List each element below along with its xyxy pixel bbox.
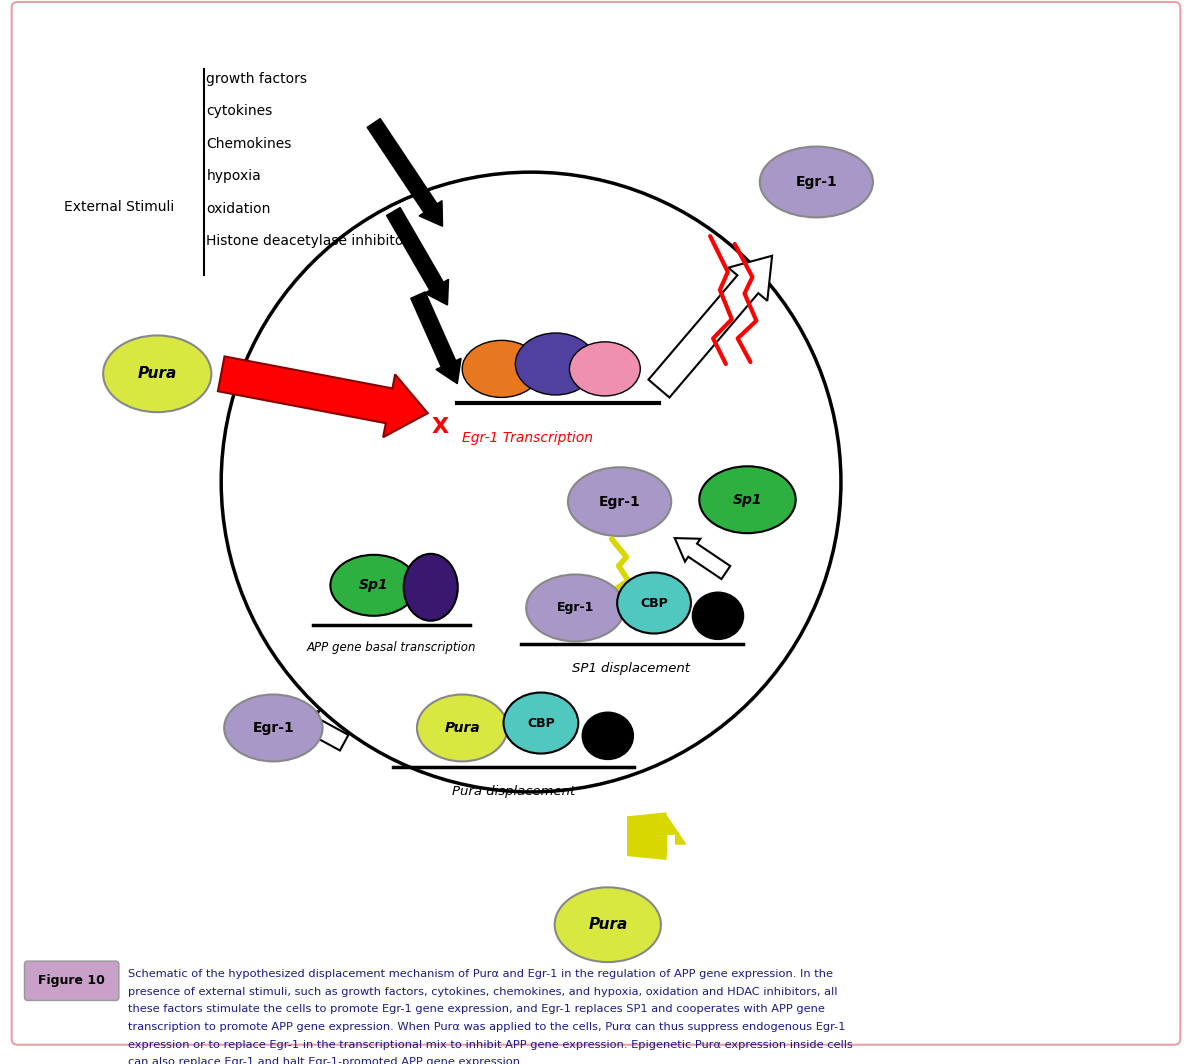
Text: Chemokines: Chemokines [206, 136, 292, 151]
Ellipse shape [224, 695, 323, 762]
Text: cytokines: cytokines [206, 104, 273, 118]
Text: Egr-1: Egr-1 [253, 721, 294, 735]
Text: Pura: Pura [445, 721, 480, 735]
Text: hypoxia: hypoxia [206, 169, 261, 183]
Ellipse shape [759, 147, 873, 217]
Text: Pura: Pura [588, 917, 627, 932]
Text: Egr-1: Egr-1 [795, 174, 837, 189]
Text: CBP: CBP [640, 597, 668, 610]
Text: APP gene basal transcription: APP gene basal transcription [306, 641, 476, 653]
Ellipse shape [617, 572, 691, 633]
Text: Schematic of the hypothesized displacement mechanism of Purα and Egr-1 in the re: Schematic of the hypothesized displaceme… [128, 969, 833, 979]
Ellipse shape [582, 712, 633, 760]
Ellipse shape [693, 593, 744, 639]
Text: oxidation: oxidation [206, 201, 271, 216]
Text: transcription to promote APP gene expression. When Purα was applied to the cells: transcription to promote APP gene expres… [128, 1023, 845, 1032]
Ellipse shape [567, 467, 671, 536]
Text: Figure 10: Figure 10 [38, 975, 105, 987]
FancyArrow shape [290, 711, 348, 750]
Ellipse shape [417, 695, 508, 762]
Circle shape [222, 172, 840, 792]
Ellipse shape [526, 575, 625, 642]
Text: growth factors: growth factors [206, 71, 308, 86]
FancyArrow shape [648, 816, 685, 844]
Ellipse shape [515, 333, 596, 395]
Text: External Stimuli: External Stimuli [64, 200, 174, 214]
Ellipse shape [503, 693, 578, 753]
FancyBboxPatch shape [25, 961, 119, 1000]
Text: expression or to replace Egr-1 in the transcriptional mix to inhibit APP gene ex: expression or to replace Egr-1 in the tr… [128, 1040, 852, 1050]
Text: Sp1: Sp1 [359, 579, 389, 593]
Ellipse shape [554, 887, 660, 962]
Text: Pura displacement: Pura displacement [452, 785, 575, 798]
Text: Histone deacetylase inhibitor: Histone deacetylase inhibitor [206, 234, 410, 248]
Text: Sp1: Sp1 [733, 493, 762, 506]
Text: SP1 displacement: SP1 displacement [572, 663, 690, 676]
Ellipse shape [404, 554, 458, 620]
Text: Egr-1 Transcription: Egr-1 Transcription [462, 431, 594, 445]
Ellipse shape [330, 554, 417, 616]
FancyArrow shape [648, 255, 772, 398]
Text: Pura: Pura [137, 366, 176, 381]
FancyBboxPatch shape [12, 2, 1180, 1045]
FancyArrow shape [386, 207, 448, 305]
Ellipse shape [570, 342, 640, 396]
Text: Egr-1: Egr-1 [557, 601, 594, 614]
Text: X: X [432, 417, 449, 437]
Text: presence of external stimuli, such as growth factors, cytokines, chemokines, and: presence of external stimuli, such as gr… [128, 986, 837, 997]
Text: CBP: CBP [527, 716, 554, 730]
Ellipse shape [462, 340, 541, 398]
Ellipse shape [700, 466, 796, 533]
Text: Egr-1: Egr-1 [598, 495, 640, 509]
Text: can also replace Egr-1 and halt Egr-1-promoted APP gene expression.: can also replace Egr-1 and halt Egr-1-pr… [128, 1058, 523, 1064]
FancyArrow shape [675, 538, 731, 579]
Ellipse shape [104, 335, 211, 412]
FancyArrow shape [411, 292, 461, 384]
FancyArrow shape [367, 118, 442, 227]
FancyArrow shape [218, 356, 428, 437]
Text: these factors stimulate the cells to promote Egr-1 gene expression, and Egr-1 re: these factors stimulate the cells to pro… [128, 1004, 825, 1014]
